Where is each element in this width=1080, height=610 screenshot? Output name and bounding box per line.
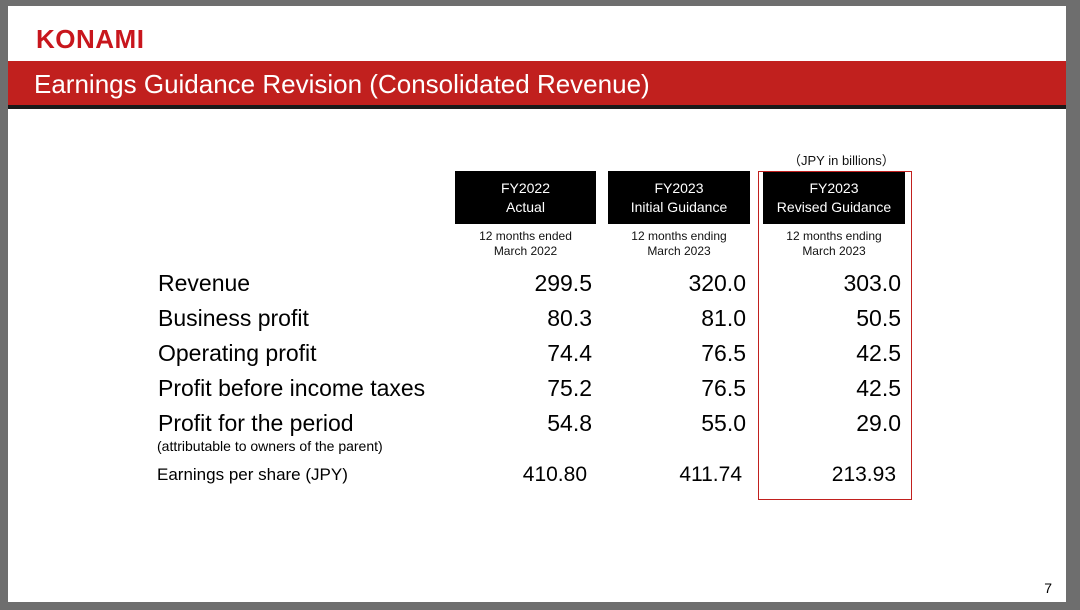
eps-value: 410.80	[522, 463, 587, 486]
slide: KONAMI Earnings Guidance Revision (Conso…	[8, 6, 1066, 602]
column-header-fy2022-actual: FY2022 Actual	[455, 171, 596, 224]
period-line: 12 months ending	[786, 229, 882, 243]
row-label-profit-before-taxes: Profit before income taxes	[158, 375, 426, 401]
row-label-business-profit: Business profit	[158, 305, 309, 331]
cell-value: 76.5	[701, 375, 746, 401]
cell-value: 42.5	[856, 340, 901, 366]
cell-value: 81.0	[701, 305, 746, 331]
cell-value: 75.2	[547, 375, 592, 401]
period-line: 12 months ending	[631, 229, 727, 243]
slide-title: Earnings Guidance Revision (Consolidated…	[34, 69, 650, 99]
cell-value: 299.5	[534, 270, 592, 296]
revised-guidance-highlight	[758, 171, 912, 500]
row-label-operating-profit: Operating profit	[158, 340, 317, 366]
cell-value: 50.5	[856, 305, 901, 331]
title-bar: Earnings Guidance Revision (Consolidated…	[8, 61, 1066, 109]
eps-value: 213.93	[831, 463, 896, 486]
column-period-fy2023-revised: 12 months ending March 2023	[763, 229, 905, 259]
cell-value: 76.5	[701, 340, 746, 366]
column-header-type: Revised Guidance	[776, 198, 892, 215]
cell-value: 320.0	[688, 270, 746, 296]
column-header-year: FY2022	[500, 179, 551, 196]
cell-value: 55.0	[701, 410, 746, 436]
column-header-type: Actual	[506, 198, 545, 215]
column-header-type: Initial Guidance	[630, 198, 728, 215]
period-line: March 2023	[647, 244, 711, 258]
page-number: 7	[1044, 580, 1052, 596]
column-period-fy2023-initial: 12 months ending March 2023	[608, 229, 750, 259]
cell-value: 42.5	[856, 375, 901, 401]
cell-value: 74.4	[547, 340, 592, 366]
column-period-fy2022: 12 months ended March 2022	[455, 229, 596, 259]
period-line: 12 months ended	[479, 229, 572, 243]
cell-value: 80.3	[547, 305, 592, 331]
period-line: March 2022	[493, 244, 558, 258]
unit-note: （JPY in billions）	[788, 153, 895, 168]
row-label-eps: Earnings per share (JPY)	[157, 465, 348, 484]
column-header-fy2023-revised: FY2023 Revised Guidance	[763, 171, 905, 224]
cell-value: 29.0	[856, 410, 901, 436]
cell-value: 303.0	[843, 270, 901, 296]
column-header-fy2023-initial: FY2023 Initial Guidance	[608, 171, 750, 224]
konami-logo: KONAMI	[36, 24, 145, 54]
column-header-year: FY2023	[809, 179, 859, 196]
eps-value: 411.74	[679, 463, 742, 486]
profit-note: (attributable to owners of the parent)	[157, 438, 383, 454]
row-label-revenue: Revenue	[158, 270, 251, 296]
cell-value: 54.8	[547, 410, 592, 436]
row-label-profit-for-period: Profit for the period	[158, 410, 354, 436]
period-line: March 2023	[802, 244, 866, 258]
column-header-year: FY2023	[654, 179, 704, 196]
